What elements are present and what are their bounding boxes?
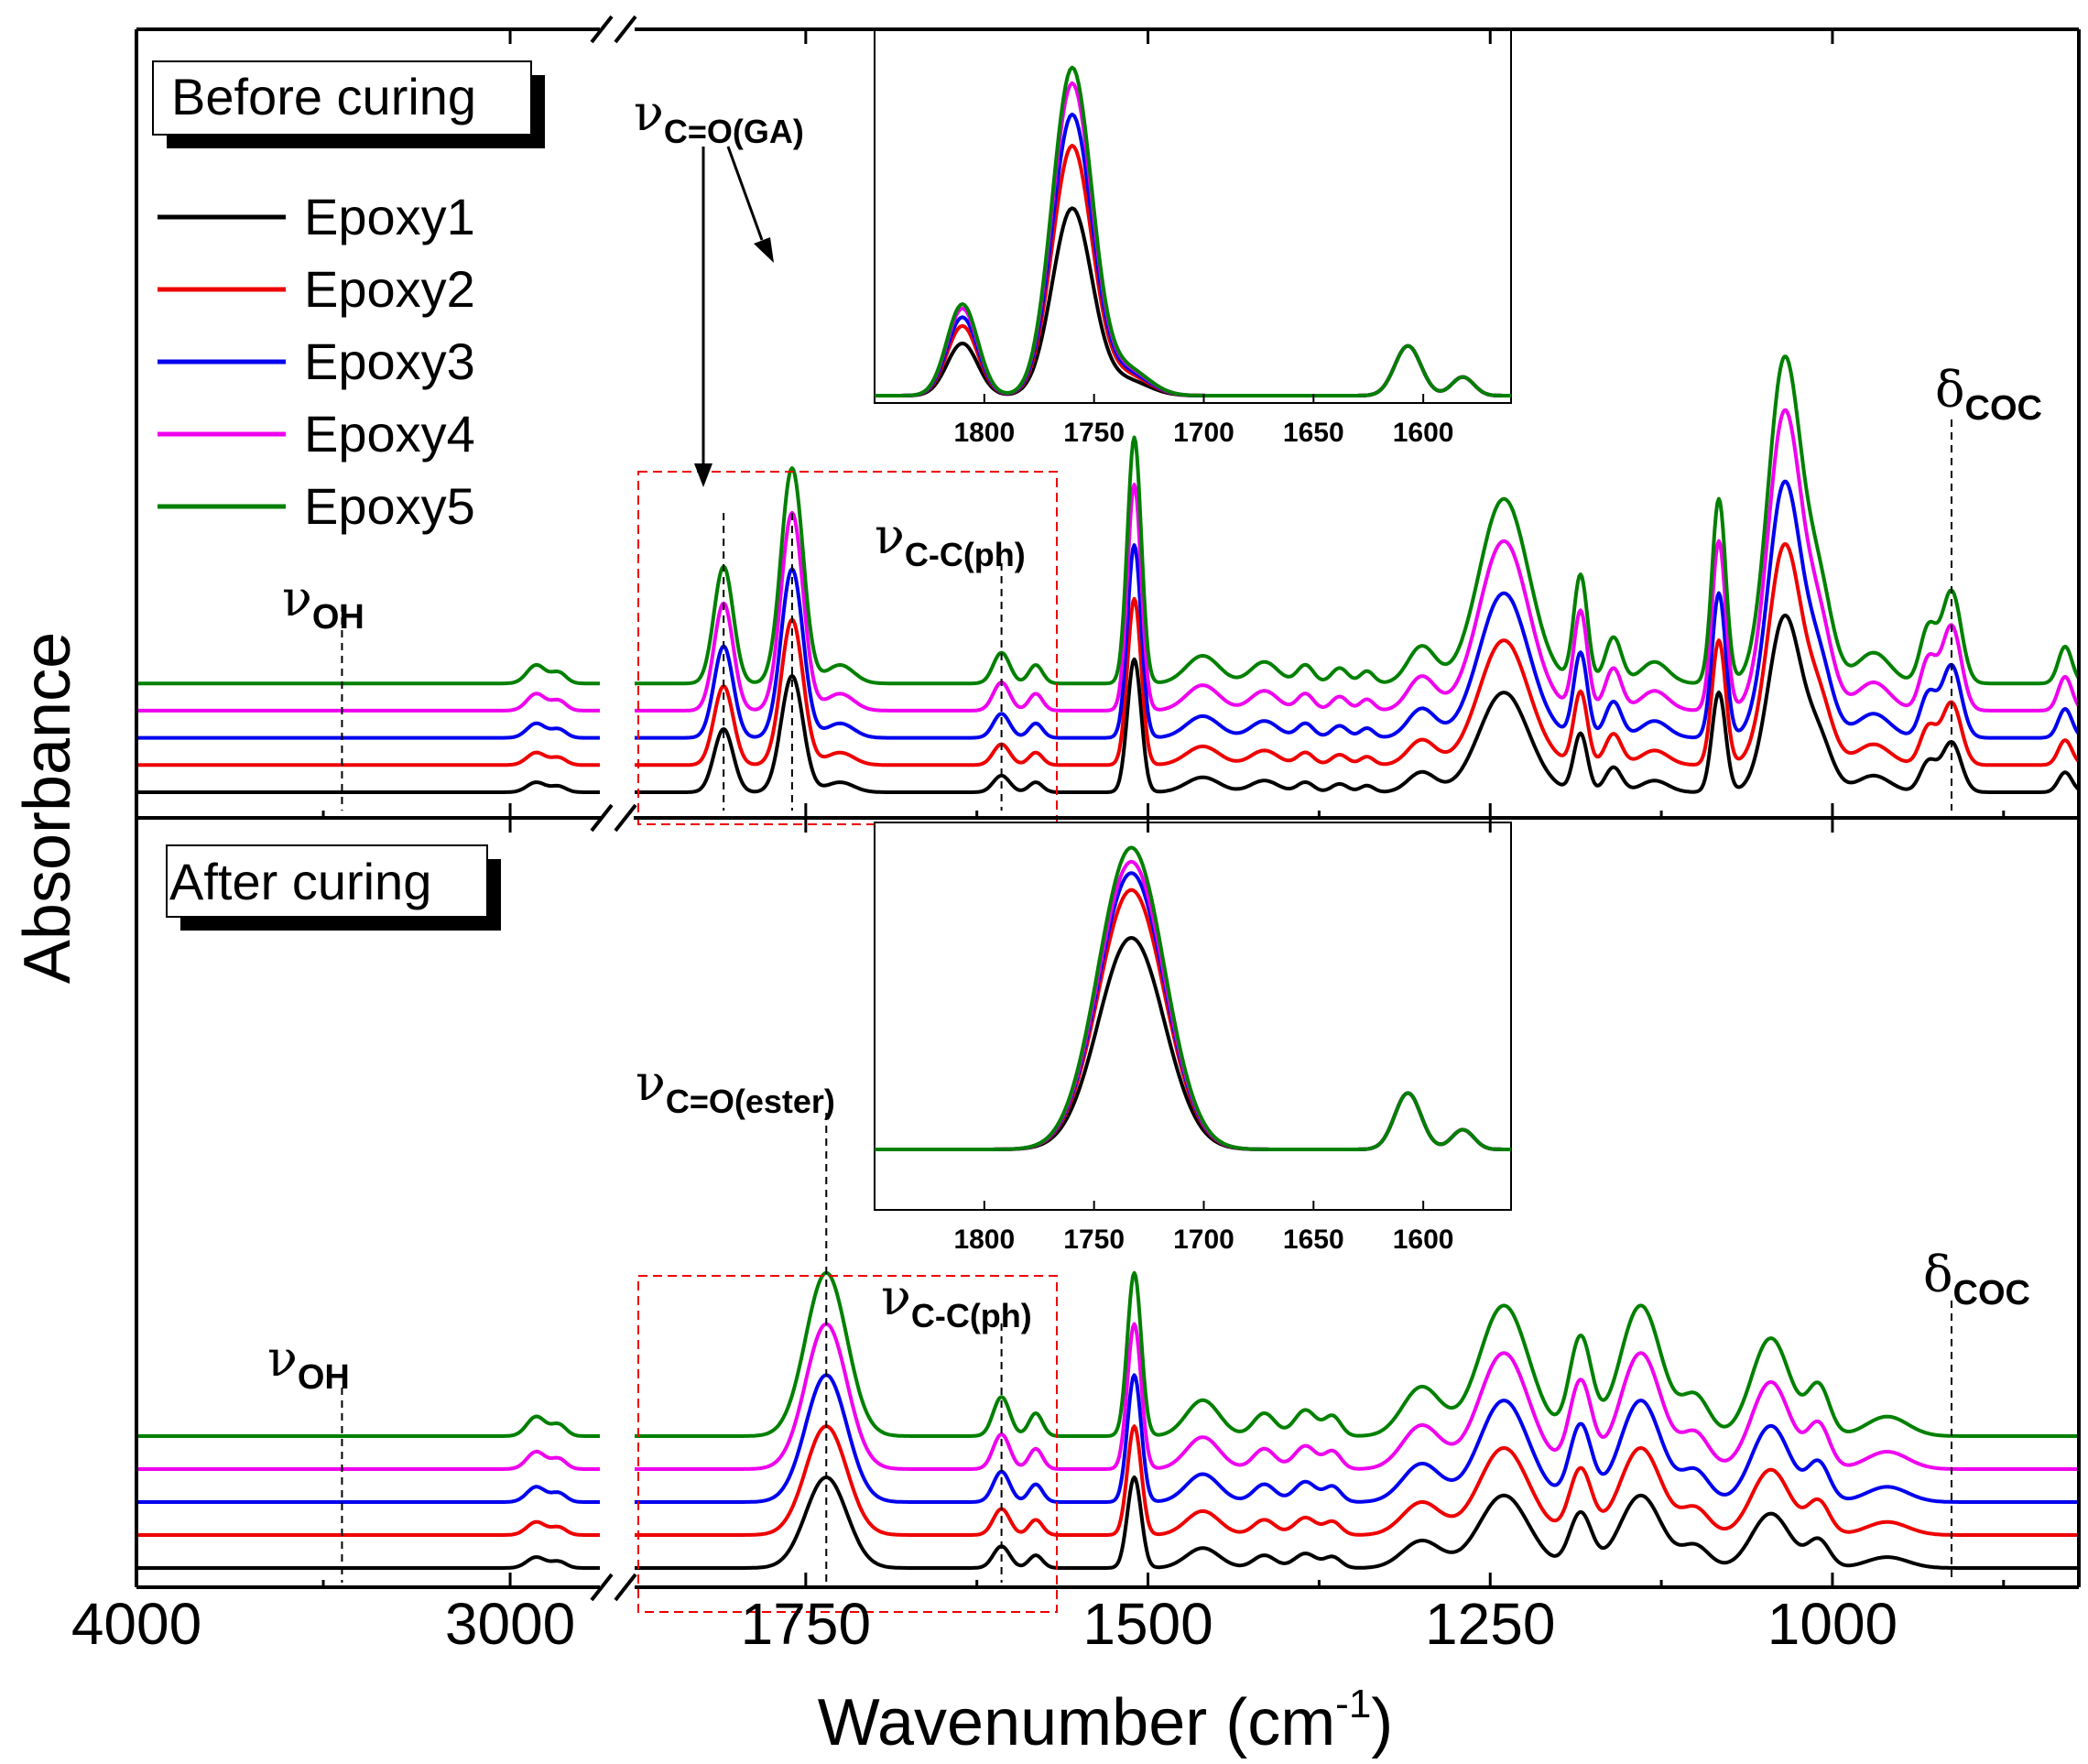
spectra-after-curing (136, 1270, 2080, 1570)
series-epoxy5-after-seg1 (634, 1270, 2080, 1438)
inset-axis-before: 1800 1750 1700 1650 1600 (953, 394, 1454, 448)
break-slash (614, 1573, 637, 1602)
inset-after: 1800 1750 1700 1650 1600 (874, 822, 1512, 1255)
inset-frame-after (874, 822, 1512, 1211)
series-epoxy1-after-seg0 (136, 1555, 601, 1570)
panel-after-curing: After curing νOH νC=O(ester) νC-C(ph) δC… (136, 822, 2080, 1613)
legend-label-epoxy2: Epoxy2 (304, 260, 475, 318)
series-epoxy1-before-seg1 (634, 614, 2081, 794)
inset-tick-label: 1650 (1283, 1225, 1344, 1255)
annot-before-coc: δCOC (1935, 361, 2042, 428)
inset-tick-label: 1700 (1173, 1225, 1234, 1255)
inset-tick-label: 1600 (1393, 1225, 1454, 1255)
inset-axis-after: 1800 1750 1700 1650 1600 (953, 1201, 1454, 1255)
inset-tick-label: 1750 (1063, 418, 1125, 448)
annot-after-cc-ph: νC-C(ph) (881, 1269, 1032, 1334)
series-epoxy3-before-seg0 (136, 721, 601, 740)
x-tick-label: 1000 (1767, 1591, 1898, 1657)
inset-tick-label: 1650 (1283, 418, 1344, 448)
series-epoxy2-before-seg1 (634, 542, 2081, 768)
plot-frame (135, 27, 2081, 1589)
panel-label-before: Before curing (171, 68, 476, 125)
break-slash (590, 803, 614, 833)
inset-spectra-before (875, 65, 1511, 397)
series-epoxy3-before-seg1 (634, 479, 2081, 740)
break-slash (590, 15, 614, 44)
label-box (166, 844, 488, 918)
inset-series-epoxy5-before (875, 65, 1511, 397)
highlight-box-before (637, 471, 1058, 825)
series-epoxy4-before-seg1 (634, 408, 2081, 713)
series-epoxy4-after-seg1 (634, 1322, 2080, 1471)
series-epoxy3-after-seg1 (634, 1373, 2080, 1504)
annot-after-co-ester: νC=O(ester) (636, 1054, 835, 1120)
annot-arrows-co-ga (694, 146, 774, 487)
series-epoxy5-before-seg0 (136, 662, 601, 686)
x-axis-label: Wavenumber (cm-1) (818, 1682, 1394, 1759)
x-tick-label: 1250 (1425, 1591, 1555, 1657)
panel-before-curing: Before curing Epoxy1 Epoxy2 Epoxy3 Epoxy… (136, 28, 2081, 825)
inset-tick-label: 1600 (1393, 418, 1454, 448)
inset-tick-label: 1700 (1173, 418, 1234, 448)
break-slash (614, 803, 637, 833)
break-slash (614, 15, 637, 44)
annotation-guides-after (341, 1113, 1952, 1583)
series-epoxy2-before-seg0 (136, 750, 601, 768)
inset-tick-label: 1800 (953, 1225, 1015, 1255)
annot-after-oh: νOH (267, 1330, 350, 1397)
x-axis-ticks: 4000 3000 1750 1500 1250 1000 (71, 29, 2006, 1657)
series-epoxy2-after-seg0 (136, 1519, 601, 1537)
inset-before: 1800 1750 1700 1650 1600 (874, 28, 1512, 448)
inset-series-epoxy5-after (875, 845, 1511, 1151)
annot-after-coc: δCOC (1923, 1246, 2030, 1312)
series-epoxy2-after-seg1 (634, 1424, 2080, 1537)
annotation-guides-before (341, 419, 1952, 811)
panel-label-after: After curing (169, 853, 431, 910)
legend-label-epoxy4: Epoxy4 (304, 405, 475, 463)
series-epoxy1-before-seg0 (136, 780, 601, 794)
spectra-before-curing (136, 354, 2081, 794)
series-epoxy5-after-seg0 (136, 1414, 601, 1438)
legend-label-epoxy1: Epoxy1 (304, 188, 475, 245)
break-gap (601, 811, 634, 825)
series-epoxy4-before-seg0 (136, 691, 601, 713)
x-tick-label: 1500 (1082, 1591, 1213, 1657)
x-tick-label: 3000 (445, 1591, 575, 1657)
series-epoxy1-after-seg1 (634, 1475, 2080, 1570)
annot-before-oh: νOH (282, 570, 364, 637)
x-tick-label: 1750 (741, 1591, 871, 1657)
inset-tick-label: 1800 (953, 418, 1015, 448)
break-gap (601, 1580, 634, 1595)
label-box (152, 60, 532, 136)
break-gap (601, 22, 634, 37)
legend-label-epoxy5: Epoxy5 (304, 477, 475, 535)
y-axis-label: Absorbance (11, 632, 84, 984)
x-tick-label: 4000 (71, 1591, 201, 1657)
series-epoxy3-after-seg0 (136, 1485, 601, 1504)
inset-frame-before (874, 28, 1512, 404)
inset-tick-label: 1750 (1063, 1225, 1125, 1255)
legend-label-epoxy3: Epoxy3 (304, 332, 475, 390)
annot-before-cc-ph: νC-C(ph) (875, 507, 1026, 573)
break-slash (590, 1573, 614, 1602)
series-epoxy5-before-seg1 (634, 354, 2081, 686)
highlight-box-after (637, 1275, 1058, 1613)
inset-spectra-after (875, 845, 1511, 1151)
series-epoxy4-after-seg0 (136, 1449, 601, 1471)
axis-break-marks (590, 15, 637, 1602)
annot-before-co-ga: νC=O(GA) (634, 84, 804, 150)
legend: Epoxy1 Epoxy2 Epoxy3 Epoxy4 Epoxy5 (158, 188, 475, 535)
